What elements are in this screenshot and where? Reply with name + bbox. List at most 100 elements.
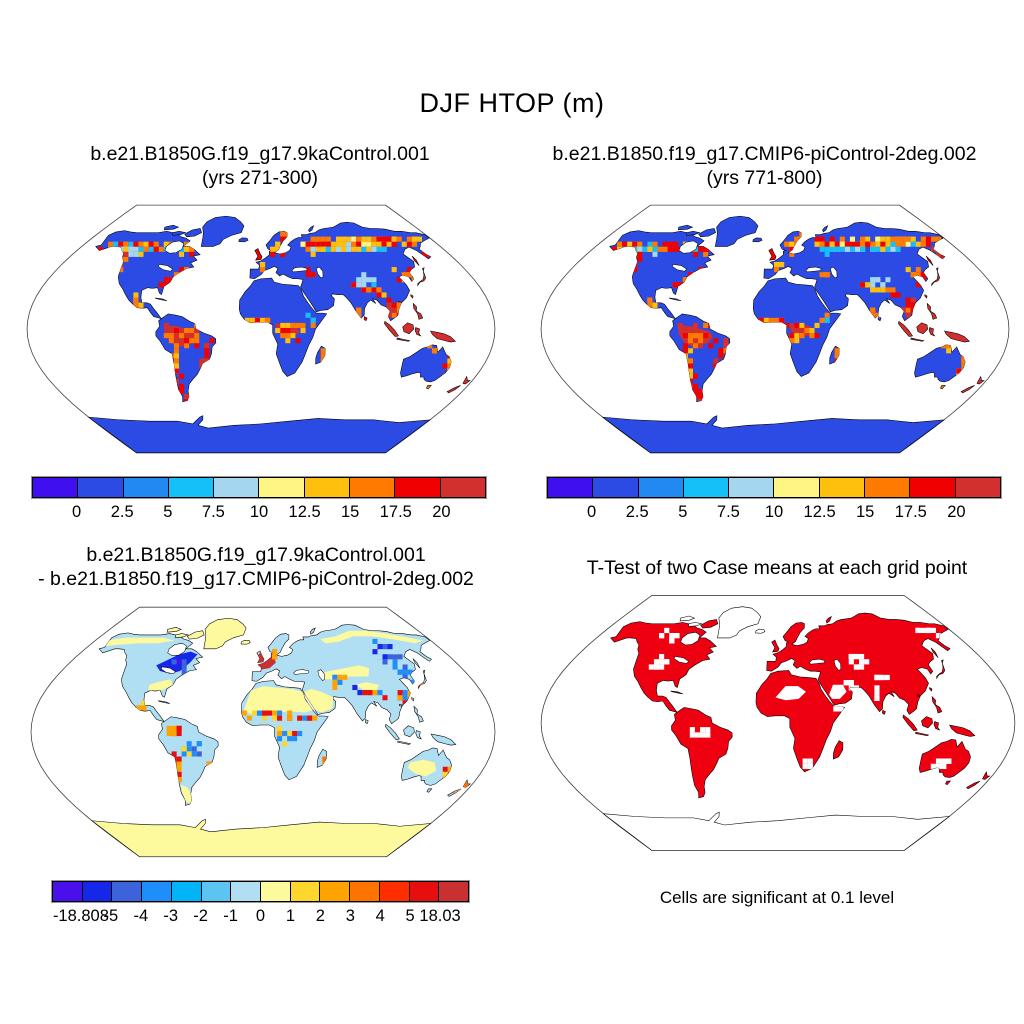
colorbar-tick-label: 20 <box>947 503 966 521</box>
colorbar-segment <box>349 477 396 498</box>
colorbar-diff: -18.808 -5 -4 -3 -2 -1 0 1 2 3 4 5 18.03 <box>51 880 470 925</box>
colorbar-tick-label: 7.5 <box>716 503 740 521</box>
colorbar-tick-label: 5 <box>163 503 173 521</box>
colorbar-tick-label: 5 <box>405 907 415 925</box>
colorbar-tick-label: -2 <box>193 907 208 925</box>
colorbar-tick-label: 2.5 <box>110 503 134 521</box>
colorbar-tick-label: 10 <box>764 503 784 521</box>
colorbar-segment <box>213 477 260 498</box>
map-ttest <box>540 594 1016 851</box>
colorbar-segment <box>954 477 1001 498</box>
colorbar-segment <box>319 881 351 902</box>
colorbar-segment <box>909 477 956 498</box>
map-difference <box>30 606 496 858</box>
colorbar-segment <box>141 881 172 902</box>
lakes-layer <box>157 240 324 279</box>
colorbar-tick-label: 17.5 <box>894 503 927 521</box>
panel-case2-title-line1: b.e21.B1850.f19_g17.CMIP6-piControl-2deg… <box>552 143 977 165</box>
colorbar-segment <box>592 477 639 498</box>
colorbar-tick-label: -1 <box>223 907 238 925</box>
colorbar-tick-label: 5 <box>678 503 688 521</box>
lakes-layer <box>160 642 325 681</box>
colorbar-tick-label: -5 <box>103 907 119 925</box>
data-cells-layer <box>648 627 952 769</box>
colorbar-segment <box>408 881 440 902</box>
map-case1 <box>26 204 496 454</box>
colorbar-case1-labels: 0 2.5 5 7.5 10 12.5 15 17.5 20 <box>31 503 487 523</box>
colorbar-segment <box>864 477 911 498</box>
colorbar-segment <box>52 881 83 902</box>
colorbar-tick-label: 20 <box>432 503 451 521</box>
colorbar-case1-bar <box>31 476 487 499</box>
map-outline <box>540 204 1010 454</box>
colorbar-tick-label: 1 <box>285 907 296 925</box>
colorbar-segment <box>438 881 470 902</box>
colorbar-diff-bar <box>51 880 470 903</box>
ttest-caption: Cells are significant at 0.1 level <box>659 888 895 907</box>
colorbar-tick-label: 18.03 <box>419 907 461 925</box>
colorbar-segment <box>547 477 594 498</box>
colorbar-tick-label: 0 <box>255 907 266 925</box>
panel-case1-title: b.e21.B1850G.f19_g17.9kaControl.001 (yrs… <box>30 142 490 190</box>
colorbar-segment <box>77 477 124 498</box>
colorbar-tick-label: 2 <box>315 907 325 925</box>
colorbar-segment <box>303 477 351 498</box>
colorbar-tick-label: -4 <box>133 907 149 925</box>
lakes-layer <box>673 631 842 671</box>
figure-title: DJF HTOP (m) <box>419 88 605 118</box>
colorbar-tick-label: 10 <box>249 503 269 521</box>
colorbar-segment <box>258 477 305 498</box>
panel-diff-title-line2: - b.e21.B1850.f19_g17.CMIP6-piControl-2d… <box>38 568 474 590</box>
colorbar-tick-label: 0 <box>587 503 597 521</box>
colorbar-segment <box>289 881 321 902</box>
map-case2 <box>540 204 1010 454</box>
colorbar-case2-labels: 0 2.5 5 7.5 10 12.5 15 17.5 20 <box>546 503 1002 523</box>
colorbar-tick-label: -3 <box>163 907 179 925</box>
colorbar-segment <box>260 881 291 902</box>
colorbar-tick-label: 3 <box>345 907 355 925</box>
colorbar-tick-label: 4 <box>375 907 385 925</box>
colorbar-segment <box>349 881 380 902</box>
colorbar-tick-label: 12.5 <box>803 503 836 521</box>
colorbar-case2-bar <box>546 476 1002 499</box>
colorbar-segment <box>111 881 143 902</box>
map-outline <box>30 606 496 858</box>
panel-diff-title: b.e21.B1850G.f19_g17.9kaControl.001 - b.… <box>0 543 512 591</box>
colorbar-tick-label: 15 <box>856 503 875 521</box>
land-layer <box>602 606 991 851</box>
lakes-layer <box>671 240 838 279</box>
colorbar-tick-label: 12.5 <box>288 503 321 521</box>
colorbar-diff-labels: -18.808 -5 -4 -3 -2 -1 0 1 2 3 4 5 18.03 <box>51 907 470 927</box>
colorbar-tick-label: -18.808 <box>52 907 109 925</box>
colorbar-segment <box>32 477 79 498</box>
colorbar-segment <box>167 477 215 498</box>
map-outline <box>26 204 496 454</box>
colorbar-segment <box>122 477 169 498</box>
colorbar-tick-label: 7.5 <box>201 503 225 521</box>
colorbar-tick-label: 2.5 <box>625 503 649 521</box>
colorbar-segment <box>439 477 486 498</box>
colorbar-segment <box>682 477 730 498</box>
colorbar-segment <box>394 477 441 498</box>
colorbar-segment <box>230 881 262 902</box>
colorbar-tick-label: 15 <box>341 503 360 521</box>
map-outline <box>540 594 1016 851</box>
colorbar-segment <box>170 881 202 902</box>
colorbar-tick-label: 17.5 <box>379 503 412 521</box>
panel-case2-title: b.e21.B1850.f19_g17.CMIP6-piControl-2deg… <box>505 142 1024 190</box>
colorbar-tick-label: 0 <box>72 503 82 521</box>
colorbar-segment <box>378 881 410 902</box>
colorbar-segment <box>81 881 113 902</box>
colorbar-segment <box>773 477 820 498</box>
data-cells-layer <box>104 630 468 805</box>
colorbar-segment <box>818 477 866 498</box>
colorbar-case1: 0 2.5 5 7.5 10 12.5 15 17.5 20 <box>31 476 487 521</box>
panel-case1-title-line2: (yrs 271-300) <box>202 167 318 189</box>
colorbar-segment <box>637 477 684 498</box>
colorbar-segment <box>200 881 232 902</box>
panel-case2-title-line2: (yrs 771-800) <box>706 167 823 189</box>
colorbar-segment <box>728 477 775 498</box>
panel-diff-title-line1: b.e21.B1850G.f19_g17.9kaControl.001 <box>86 544 426 566</box>
panel-ttest-title: T-Test of two Case means at each grid po… <box>586 557 968 579</box>
